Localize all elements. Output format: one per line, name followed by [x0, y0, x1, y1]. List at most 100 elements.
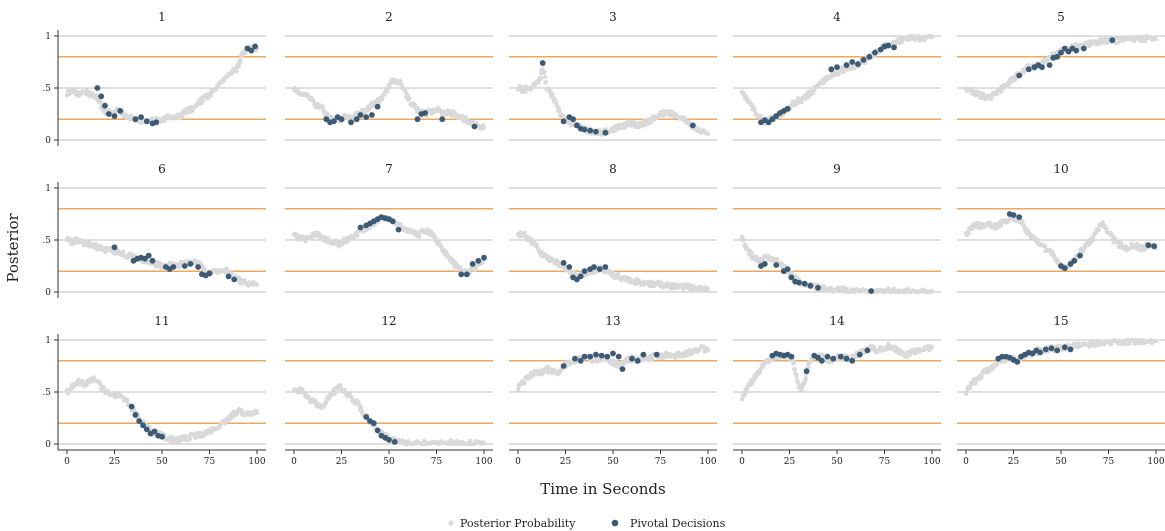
panel-title: 1	[158, 10, 166, 24]
x-tick-label: 50	[156, 457, 168, 467]
pivotal-point	[481, 254, 487, 261]
posterior-series	[963, 214, 1159, 271]
legend-posterior-label: Posterior Probability	[460, 517, 576, 530]
panel-1: 10.51	[42, 10, 266, 146]
posterior-point	[705, 348, 711, 353]
posterior-point	[542, 74, 548, 80]
posterior-point	[101, 385, 106, 390]
x-tick-label: 100	[475, 457, 492, 467]
posterior-point	[86, 89, 91, 95]
pivotal-point	[815, 284, 821, 291]
posterior-point	[229, 270, 234, 276]
posterior-point	[184, 110, 189, 116]
pivotal-point	[803, 368, 810, 375]
pivotal-point	[596, 266, 603, 272]
pivotal-point	[788, 353, 795, 360]
pivotal-series	[560, 350, 660, 372]
posterior-point	[1119, 241, 1124, 246]
pivotal-point	[422, 110, 428, 116]
posterior-point	[338, 383, 343, 388]
posterior-point	[238, 58, 243, 63]
pivotal-point	[353, 116, 360, 123]
posterior-point	[791, 359, 796, 364]
pivotal-point	[1039, 64, 1045, 71]
x-tick-label: 100	[1147, 457, 1164, 467]
panel-title: 11	[154, 314, 169, 328]
posterior-point	[543, 80, 549, 85]
pivotal-point	[374, 427, 381, 434]
pivotal-series	[111, 244, 238, 283]
x-tick-label: 25	[109, 457, 121, 467]
posterior-point	[908, 352, 913, 357]
panel-7: 7	[285, 162, 493, 293]
pivotal-point	[1058, 49, 1064, 56]
pivotal-point	[615, 353, 622, 360]
pivotal-point	[824, 353, 831, 360]
pivotal-point	[581, 268, 588, 275]
pivotal-point	[784, 105, 791, 112]
y-tick-label: 0	[45, 440, 51, 450]
pivotal-point	[602, 129, 609, 136]
y-tick-label: 1	[45, 32, 51, 42]
pivotal-series	[363, 414, 398, 445]
posterior-series	[291, 77, 487, 131]
pivotal-point	[539, 60, 546, 66]
posterior-point	[774, 257, 780, 262]
posterior-series	[739, 33, 935, 126]
posterior-point	[1153, 36, 1159, 42]
pivotal-point	[577, 357, 584, 364]
x-tick-label: 75	[204, 457, 216, 467]
pivotal-point	[391, 439, 398, 445]
posterior-point	[311, 98, 316, 104]
posterior-point	[1042, 243, 1048, 249]
x-tick-label: 0	[64, 457, 70, 467]
panel-title: 2	[385, 10, 393, 24]
posterior-series	[739, 234, 935, 295]
pivotal-point	[653, 351, 660, 358]
pivotal-point	[818, 357, 825, 364]
posterior-point	[539, 249, 544, 254]
pivotal-point	[363, 414, 370, 420]
posterior-point	[886, 286, 891, 291]
x-tick-label: 25	[560, 457, 572, 467]
pivotal-point	[475, 257, 482, 264]
pivotal-series	[323, 103, 478, 130]
posterior-point	[1132, 38, 1137, 44]
posterior-point	[309, 235, 315, 241]
posterior-point	[407, 96, 412, 101]
pivotal-point	[469, 261, 476, 267]
pivotal-point	[849, 59, 856, 65]
posterior-point	[481, 125, 487, 130]
posterior-point	[994, 362, 1000, 367]
pivotal-point	[560, 260, 567, 266]
pivotal-point	[761, 261, 768, 267]
x-tick-label: 25	[336, 457, 348, 467]
pivotal-point	[348, 119, 354, 126]
pivotal-point	[117, 108, 124, 114]
pivotal-point	[1071, 257, 1078, 264]
posterior-point	[752, 109, 758, 114]
pivotal-point	[464, 271, 470, 278]
pivotal-point	[225, 273, 232, 280]
pivotal-point	[1010, 212, 1017, 218]
pivotal-point	[414, 116, 421, 123]
pivotal-point	[587, 353, 594, 360]
pivotal-point	[1109, 37, 1116, 44]
pivotal-point	[574, 122, 580, 129]
posterior-point	[125, 397, 130, 402]
pivotal-point	[837, 353, 844, 360]
posterior-point	[405, 92, 410, 98]
posterior-point	[542, 69, 547, 75]
posterior-point	[803, 375, 808, 381]
posterior-point	[515, 387, 521, 392]
posterior-point	[1096, 227, 1101, 233]
pivotal-point	[363, 114, 370, 120]
y-tick-label: .5	[42, 236, 51, 246]
posterior-point	[417, 234, 422, 239]
posterior-point	[398, 222, 403, 227]
panel-12: 12 0 25 50 75 100	[285, 314, 493, 467]
posterior-point	[379, 97, 385, 102]
pivotal-point	[132, 412, 139, 418]
legend-posterior-marker	[448, 520, 454, 526]
posterior-point	[836, 71, 842, 77]
